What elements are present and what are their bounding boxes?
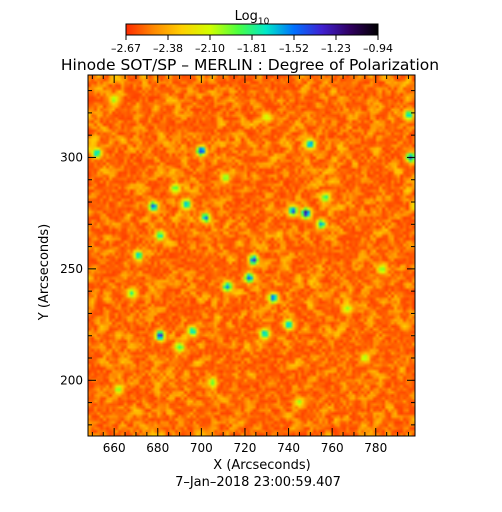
chart-subtitle: 7–Jan–2018 23:00:59.407	[175, 475, 341, 490]
heatmap-raster	[88, 75, 415, 436]
colorbar-tick-label: –2.38	[153, 42, 183, 55]
x-tick-label: 680	[146, 441, 169, 455]
y-tick-label: 250	[60, 262, 83, 276]
colorbar-tick-label: –2.67	[111, 42, 141, 55]
x-tick-label: 740	[277, 441, 300, 455]
x-tick-label: 660	[103, 441, 126, 455]
chart-title: Hinode SOT/SP – MERLIN : Degree of Polar…	[61, 56, 439, 74]
colorbar-tick-label: –0.94	[363, 42, 393, 55]
y-tick-label: 200	[60, 373, 83, 387]
colorbar-label: Log10	[235, 9, 270, 27]
plot-frame	[87, 74, 416, 437]
colorbar	[125, 23, 379, 36]
y-tick-label: 300	[60, 150, 83, 164]
colorbar-tick-label: –1.52	[279, 42, 309, 55]
colorbar-tick-label: –1.23	[321, 42, 351, 55]
x-tick-label: 700	[190, 441, 213, 455]
colorbar-ticks: –2.67 –2.38 –2.10 –1.81 –1.52 –1.23 –0.94	[111, 35, 393, 55]
colorbar-tick-label: –1.81	[237, 42, 267, 55]
y-axis: 200 250 300	[60, 90, 415, 426]
x-axis-label: X (Arcseconds)	[213, 458, 310, 473]
x-tick-label: 720	[234, 441, 257, 455]
x-tick-label: 760	[321, 441, 344, 455]
heatmap-image	[88, 75, 415, 436]
colorbar-tick-label: –2.10	[195, 42, 225, 55]
y-axis-label: Y (Arcseconds)	[37, 224, 52, 321]
x-axis: 660 680 700 720 740 760 780	[91, 75, 409, 455]
x-tick-label: 780	[364, 441, 387, 455]
